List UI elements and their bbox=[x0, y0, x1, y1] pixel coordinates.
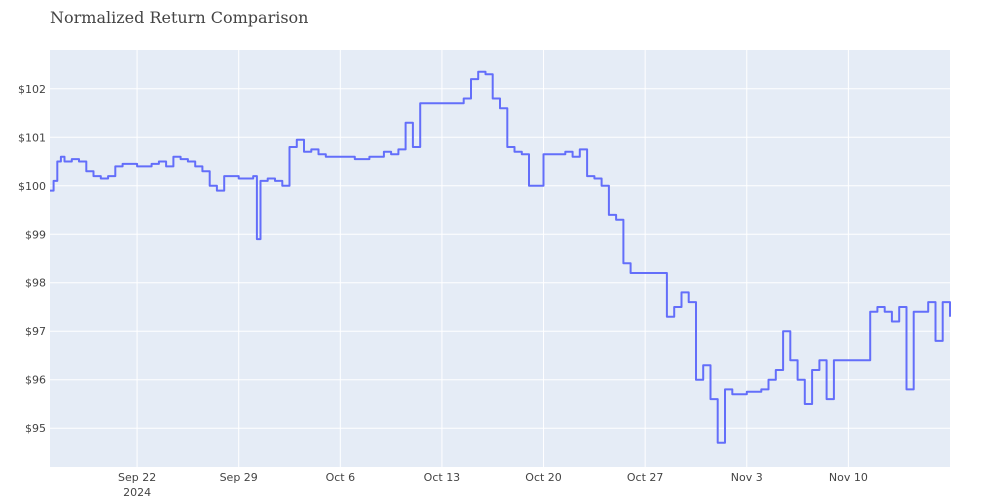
x-tick-label: Nov 3 bbox=[731, 471, 763, 484]
x-tick-label: Oct 6 bbox=[326, 471, 356, 484]
y-tick-label: $99 bbox=[25, 228, 46, 241]
x-tick-label: Nov 10 bbox=[829, 471, 868, 484]
chart-title: Normalized Return Comparison bbox=[50, 8, 309, 27]
y-tick-label: $102 bbox=[18, 83, 46, 96]
x-tick-label: Oct 20 bbox=[525, 471, 562, 484]
y-tick-label: $96 bbox=[25, 374, 46, 387]
x-tick-label: Sep 29 bbox=[220, 471, 258, 484]
y-tick-label: $98 bbox=[25, 277, 46, 290]
series-layer bbox=[50, 70, 951, 444]
gridlines bbox=[50, 50, 950, 467]
y-tick-label: $101 bbox=[18, 131, 46, 144]
x-tick-label: Oct 13 bbox=[424, 471, 461, 484]
y-tick-label: $100 bbox=[18, 180, 46, 193]
x-tick-sublabel: 2024 bbox=[123, 486, 151, 499]
series-line bbox=[50, 70, 951, 444]
y-tick-label: $97 bbox=[25, 325, 46, 338]
x-tick-label: Oct 27 bbox=[627, 471, 664, 484]
x-tick-label: Sep 22 bbox=[118, 471, 156, 484]
axis-labels: $95 $96 $97 $98 $99 $100 $101 $102 Sep 22 2024 Sep… bbox=[18, 83, 868, 499]
y-tick-label: $95 bbox=[25, 422, 46, 435]
plot-background bbox=[50, 50, 950, 467]
